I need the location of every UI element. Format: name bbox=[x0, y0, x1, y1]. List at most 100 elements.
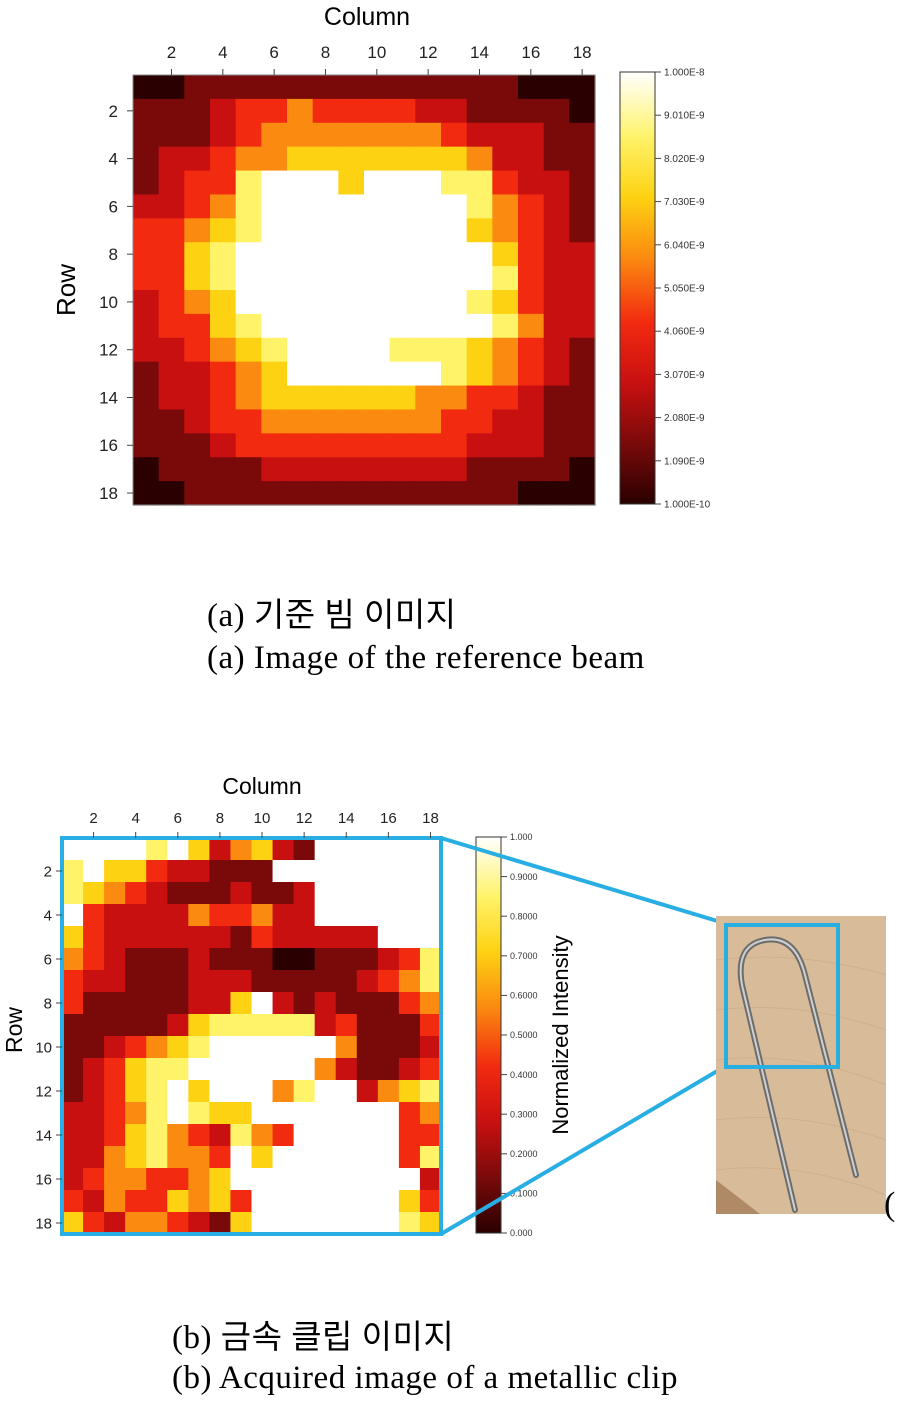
heatmap-cell bbox=[338, 361, 365, 387]
heatmap-cell bbox=[312, 98, 339, 124]
heatmap-cell bbox=[167, 1212, 189, 1235]
heatmap-cell bbox=[104, 882, 126, 905]
heatmap-cell bbox=[356, 1058, 379, 1081]
heatmap-cell bbox=[167, 1036, 189, 1059]
heatmap-cell bbox=[104, 860, 126, 883]
heatmap-cell bbox=[287, 313, 314, 339]
colorbar-tick-label: 8.020E-9 bbox=[664, 154, 705, 165]
heatmap-cell bbox=[466, 361, 493, 387]
heatmap-cell bbox=[518, 361, 545, 387]
heatmap-cell bbox=[210, 242, 237, 267]
heatmap-cell bbox=[209, 1014, 232, 1037]
heatmap-cell bbox=[492, 194, 519, 219]
heatmap-cell bbox=[83, 926, 105, 949]
heatmap-cell bbox=[125, 992, 147, 1015]
heatmap-cell bbox=[146, 882, 168, 905]
heatmap-cell bbox=[188, 992, 210, 1015]
heatmap-cell bbox=[261, 170, 288, 196]
heatmap-cell bbox=[188, 1212, 210, 1235]
heatmap-cell bbox=[104, 970, 126, 993]
heatmap-cell bbox=[441, 385, 468, 411]
heatmap-cell bbox=[389, 481, 416, 506]
x-tick-label: 6 bbox=[174, 810, 182, 827]
heatmap-cell bbox=[335, 1080, 358, 1103]
heatmap-cell bbox=[441, 218, 468, 243]
heatmap-cell bbox=[251, 948, 274, 971]
heatmap-cell bbox=[146, 948, 168, 971]
heatmap-cell bbox=[419, 970, 442, 993]
heatmap-cell bbox=[133, 313, 160, 339]
heatmap-cell bbox=[419, 904, 442, 927]
heatmap-cell bbox=[62, 1146, 84, 1169]
heatmap-cell bbox=[466, 75, 493, 100]
heatmap-cell bbox=[543, 337, 570, 363]
heatmap-cell bbox=[441, 75, 468, 100]
heatmap-cell bbox=[133, 75, 160, 100]
heatmap-cell bbox=[209, 1058, 232, 1081]
heatmap-cell bbox=[210, 266, 237, 291]
heatmap-cell bbox=[543, 361, 570, 387]
heatmap-cell bbox=[356, 1080, 379, 1103]
heatmap-cell bbox=[287, 361, 314, 387]
heatmap-cell bbox=[389, 457, 416, 482]
heatmap-cell bbox=[272, 904, 295, 927]
heatmap-a-x-ticks: 2 4 6 8 10 12 14 16 18 bbox=[167, 43, 592, 75]
heatmap-cell bbox=[338, 337, 365, 363]
heatmap-cell bbox=[133, 409, 160, 434]
heatmap-cell bbox=[419, 838, 442, 861]
heatmap-cell bbox=[377, 838, 400, 861]
heatmap-cell bbox=[419, 1190, 442, 1213]
heatmap-cell bbox=[518, 98, 545, 124]
heatmap-cell bbox=[312, 75, 339, 100]
heatmap-cell bbox=[377, 970, 400, 993]
heatmap-cell bbox=[441, 481, 468, 506]
caption-b-english: (b) Acquired image of a metallic clip bbox=[172, 1360, 678, 1396]
heatmap-cell bbox=[415, 194, 442, 219]
colorbar-tick-label: 0.9000 bbox=[510, 872, 538, 882]
heatmap-cell bbox=[377, 1036, 400, 1059]
heatmap-cell bbox=[314, 1168, 337, 1191]
heatmap-cell bbox=[230, 970, 253, 993]
heatmap-cell bbox=[415, 337, 442, 363]
heatmap-cell bbox=[62, 838, 84, 861]
heatmap-cell bbox=[518, 457, 545, 482]
heatmap-cell bbox=[272, 1212, 295, 1235]
heatmap-cell bbox=[398, 1190, 421, 1213]
heatmap-cell bbox=[441, 313, 468, 339]
heatmap-cell bbox=[261, 337, 288, 363]
heatmap-cell bbox=[230, 1036, 253, 1059]
heatmap-cell bbox=[184, 337, 211, 363]
heatmap-cell bbox=[415, 242, 442, 267]
heatmap-cell bbox=[518, 75, 545, 100]
heatmap-cell bbox=[230, 882, 253, 905]
heatmap-cell bbox=[184, 409, 211, 434]
heatmap-cell bbox=[209, 904, 232, 927]
heatmap-cell bbox=[356, 1014, 379, 1037]
colorbar-tick-label: 1.090E-9 bbox=[664, 456, 705, 467]
heatmap-cell bbox=[235, 242, 262, 267]
heatmap-cell bbox=[272, 1190, 295, 1213]
heatmap-cell bbox=[167, 1168, 189, 1191]
heatmap-b-cells bbox=[62, 838, 442, 1235]
heatmap-cell bbox=[569, 290, 596, 315]
heatmap-cell bbox=[272, 860, 295, 883]
heatmap-cell bbox=[230, 1014, 253, 1037]
y-tick-label: 2 bbox=[109, 102, 118, 121]
heatmap-cell bbox=[158, 433, 185, 458]
heatmap-cell bbox=[389, 361, 416, 387]
heatmap-cell bbox=[133, 98, 160, 124]
heatmap-cell bbox=[167, 1080, 189, 1103]
heatmap-cell bbox=[441, 242, 468, 267]
heatmap-cell bbox=[188, 970, 210, 993]
heatmap-cell bbox=[415, 457, 442, 482]
colorbar-tick-label: 7.030E-9 bbox=[664, 197, 705, 208]
heatmap-cell bbox=[335, 1102, 358, 1125]
heatmap-cell bbox=[293, 1080, 316, 1103]
heatmap-cell bbox=[314, 970, 337, 993]
heatmap-cell bbox=[377, 904, 400, 927]
heatmap-cell bbox=[492, 433, 519, 458]
heatmap-cell bbox=[543, 122, 570, 148]
heatmap-cell bbox=[518, 170, 545, 196]
heatmap-cell bbox=[188, 1080, 210, 1103]
heatmap-cell bbox=[184, 457, 211, 482]
